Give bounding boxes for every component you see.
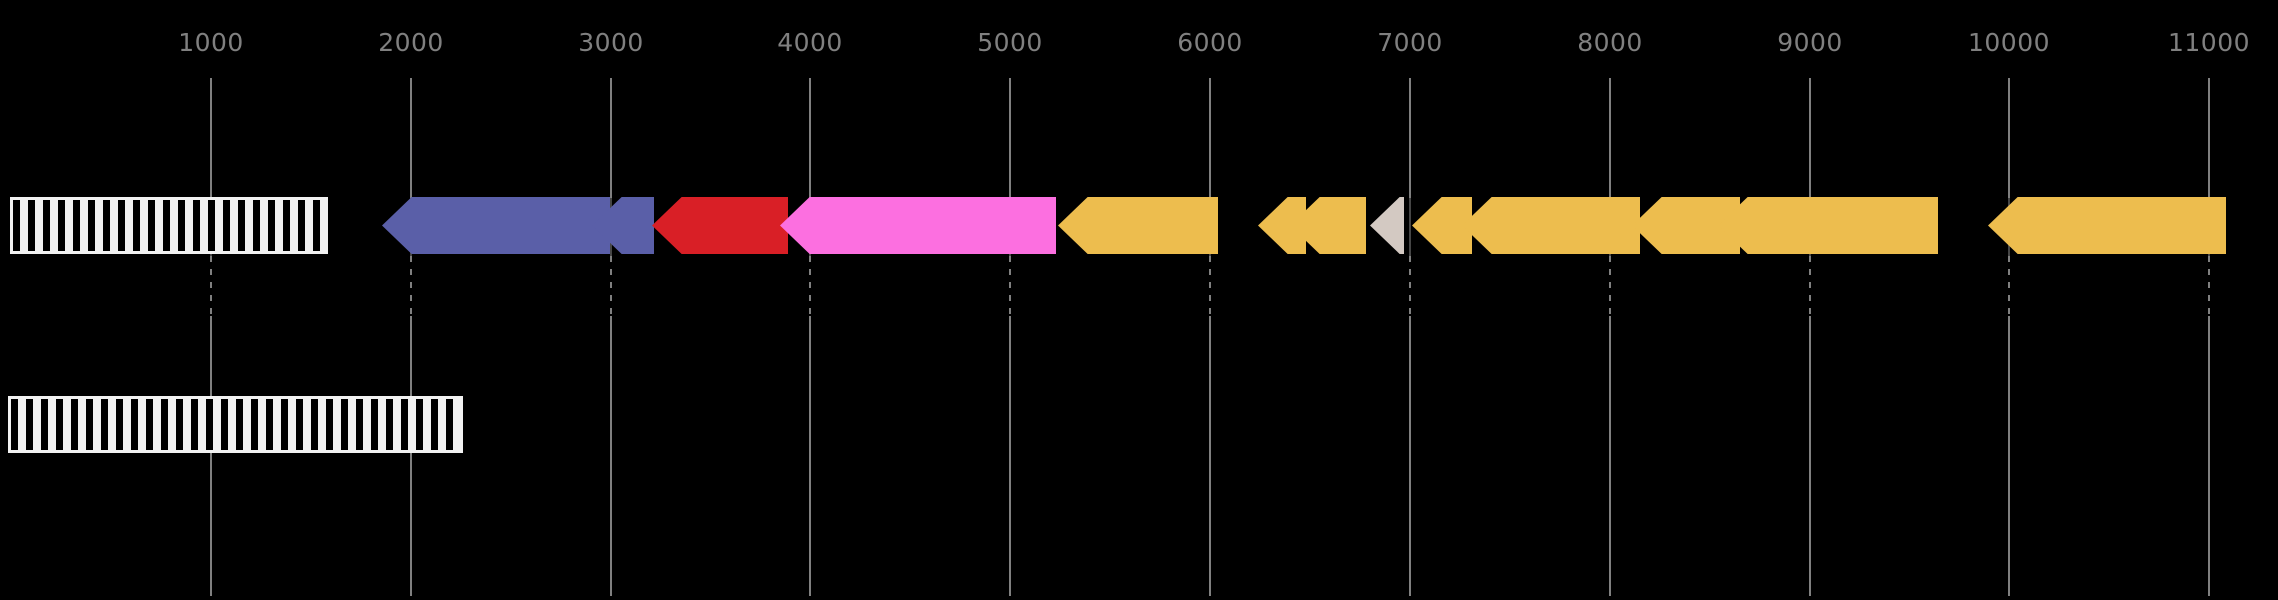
gene-arrow-feature[interactable] <box>1370 197 1404 254</box>
gridline <box>210 256 212 316</box>
gene-arrow-feature[interactable] <box>1632 197 1740 254</box>
gene-arrow-feature[interactable] <box>1718 197 1938 254</box>
hatch-pattern <box>13 200 325 251</box>
gene-arrow-feature[interactable] <box>652 197 788 254</box>
gridline <box>809 78 811 198</box>
gridline <box>210 78 212 198</box>
gridline <box>2008 78 2010 198</box>
hatch-pattern <box>11 399 460 450</box>
gridline <box>1809 316 1811 596</box>
gridline <box>1209 78 1211 198</box>
gridline <box>2008 256 2010 316</box>
axis-tick-label: 9000 <box>1777 28 1843 57</box>
gridline <box>1209 256 1211 316</box>
axis-tick-label: 11000 <box>2167 28 2251 57</box>
gridline <box>809 256 811 316</box>
gridline <box>610 256 612 316</box>
gridline <box>1409 256 1411 316</box>
gridline <box>1409 196 1411 256</box>
gene-arrow-feature[interactable] <box>1258 197 1306 254</box>
hatched-region-block[interactable] <box>10 197 328 254</box>
gene-arrow-feature[interactable] <box>1290 197 1366 254</box>
gridline <box>1009 316 1011 596</box>
gridline <box>1809 256 1811 316</box>
gridline <box>1609 256 1611 316</box>
gridline <box>210 316 212 596</box>
axis-tick-label: 4000 <box>777 28 843 57</box>
gridline <box>1009 256 1011 316</box>
axis-tick-label: 2000 <box>378 28 444 57</box>
gridline <box>1609 316 1611 596</box>
axis-tick-label: 5000 <box>977 28 1043 57</box>
axis-tick-label: 1000 <box>178 28 244 57</box>
gene-arrow-feature[interactable] <box>592 197 654 254</box>
gridline <box>2208 256 2210 316</box>
gridline <box>610 78 612 198</box>
gene-arrow-feature[interactable] <box>382 197 610 254</box>
gene-arrow-feature[interactable] <box>1988 197 2226 254</box>
gridline <box>2208 316 2210 596</box>
axis-tick-label: 6000 <box>1177 28 1243 57</box>
gridline <box>1009 78 1011 198</box>
gridline <box>1409 316 1411 596</box>
gridline <box>410 256 412 316</box>
gene-arrow-feature[interactable] <box>1462 197 1640 254</box>
axis-tick-label: 8000 <box>1577 28 1643 57</box>
gridline <box>1209 316 1211 596</box>
gridline <box>2208 78 2210 198</box>
gridline <box>610 316 612 596</box>
gridline <box>1409 78 1411 198</box>
gridline <box>410 78 412 198</box>
gene-arrow-feature[interactable] <box>780 197 1056 254</box>
axis-tick-label: 7000 <box>1377 28 1443 57</box>
gridline <box>2008 316 2010 596</box>
gridline <box>809 316 811 596</box>
axis-tick-label: 3000 <box>578 28 644 57</box>
gene-arrow-feature[interactable] <box>1058 197 1218 254</box>
gridline <box>1809 78 1811 198</box>
gridline <box>1609 78 1611 198</box>
gridline <box>410 316 412 596</box>
hatched-region-block[interactable] <box>8 396 463 453</box>
gene-arrow-feature[interactable] <box>1412 197 1472 254</box>
axis-tick-label: 10000 <box>1967 28 2051 57</box>
